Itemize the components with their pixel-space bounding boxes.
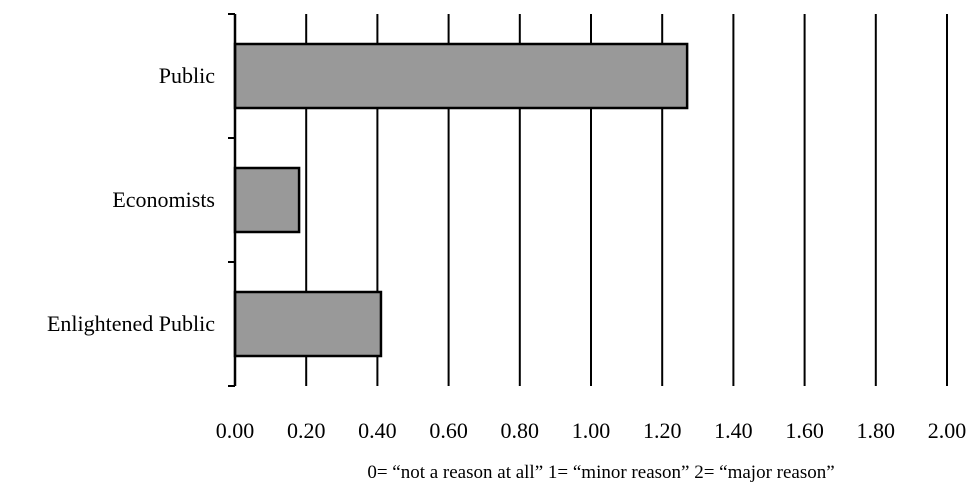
x-tick-label: 1.40 bbox=[714, 418, 753, 443]
category-label: Public bbox=[159, 63, 215, 88]
y-axis bbox=[228, 13, 237, 387]
x-tick-label: 0.60 bbox=[429, 418, 468, 443]
x-tick-label: 0.40 bbox=[358, 418, 397, 443]
x-tick-label: 0.00 bbox=[216, 418, 255, 443]
x-tick-label: 2.00 bbox=[928, 418, 967, 443]
x-tick-labels: 0.00 0.20 0.40 0.60 0.80 1.00 1.20 1.40 1.60 1.80… bbox=[216, 418, 967, 443]
category-label: Economists bbox=[112, 187, 215, 212]
category-label: Enlightened Public bbox=[47, 311, 215, 336]
category-labels: Public Economists Enlightened Public bbox=[47, 63, 215, 336]
bar-enlightened-public bbox=[233, 290, 383, 358]
x-tick-label: 1.20 bbox=[643, 418, 682, 443]
x-tick-label: 1.00 bbox=[572, 418, 611, 443]
x-tick-label: 1.80 bbox=[857, 418, 896, 443]
bar-public bbox=[233, 42, 689, 110]
x-tick-label: 1.60 bbox=[785, 418, 824, 443]
bar-economists bbox=[233, 166, 301, 234]
bars bbox=[233, 42, 689, 358]
x-tick-label: 0.20 bbox=[287, 418, 326, 443]
scale-note: 0= “not a reason at all” 1= “minor reaso… bbox=[367, 462, 834, 483]
x-tick-label: 0.80 bbox=[501, 418, 540, 443]
